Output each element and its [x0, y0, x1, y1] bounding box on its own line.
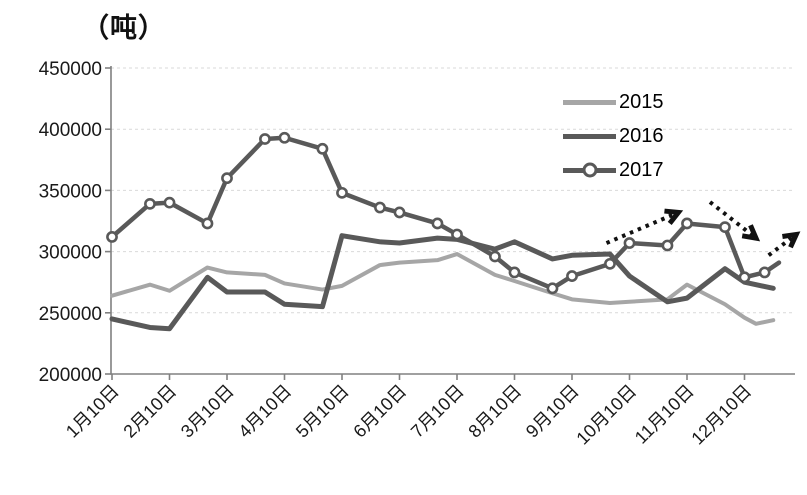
axes: [105, 66, 795, 380]
series-2015: [110, 252, 776, 326]
x-tick-label: 3月10日: [177, 381, 238, 442]
y-tick-label: 350000: [39, 181, 102, 202]
legend-circle-marker: [582, 162, 597, 178]
legend-item-2016: 2016: [563, 119, 664, 153]
x-tick-label: 12月10日: [687, 381, 755, 449]
x-tick-label: 5月10日: [292, 381, 353, 442]
legend-label: 2016: [619, 125, 664, 147]
trend-arrows: [605, 200, 801, 257]
axis-unit-label: （吨）: [82, 13, 166, 43]
x-tick-label: 7月10日: [407, 381, 468, 442]
series-2017: [106, 131, 782, 295]
y-tick-label: 400000: [39, 120, 102, 141]
legend-label: 2015: [619, 91, 664, 113]
y-tick-label: 250000: [39, 304, 102, 325]
y-tick-label: 200000: [39, 365, 102, 386]
legend-swatch-2016-line: [563, 133, 616, 139]
series-2017-markers: [106, 131, 771, 295]
legend-swatch-2017-line: [563, 162, 616, 178]
legend-swatch-2015-line: [563, 99, 616, 105]
y-tick-label: 300000: [39, 243, 102, 264]
x-tick-label: 11月10日: [631, 381, 698, 448]
x-axis-labels: 1月10日2月10日3月10日4月10日5月10日6月10日7月10日8月10日…: [62, 381, 755, 449]
y-axis-labels: 450000 400000 350000 300000 250000 200000: [39, 59, 102, 386]
gridlines: [111, 67, 793, 314]
x-tick-label: 4月10日: [234, 381, 295, 442]
legend-label: 2017: [619, 159, 664, 181]
x-tick-label: 8月10日: [464, 381, 525, 442]
series-2016: [109, 233, 776, 332]
y-tick-label: 450000: [39, 59, 102, 80]
x-tick-label: 2月10日: [119, 381, 180, 442]
legend-item-2017: 2017: [563, 153, 664, 187]
legend-item-2015: 2015: [563, 85, 664, 119]
x-tick-label: 10月10日: [572, 381, 640, 449]
x-tick-label: 1月10日: [62, 381, 123, 442]
x-tick-label: 6月10日: [349, 381, 410, 442]
legend: 2015 2016 2017: [563, 85, 664, 187]
